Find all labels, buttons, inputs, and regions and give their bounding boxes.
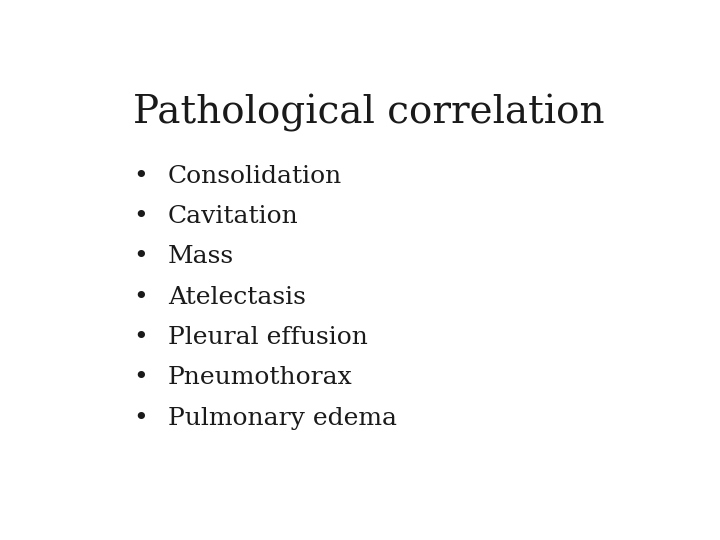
- Text: •: •: [133, 366, 148, 389]
- Text: Atelectasis: Atelectasis: [168, 286, 306, 308]
- Text: Cavitation: Cavitation: [168, 205, 299, 228]
- Text: Mass: Mass: [168, 245, 234, 268]
- Text: Consolidation: Consolidation: [168, 165, 343, 187]
- Text: Pulmonary edema: Pulmonary edema: [168, 407, 397, 430]
- Text: •: •: [133, 245, 148, 268]
- Text: Pathological correlation: Pathological correlation: [133, 94, 605, 132]
- Text: •: •: [133, 286, 148, 308]
- Text: •: •: [133, 165, 148, 187]
- Text: •: •: [133, 407, 148, 430]
- Text: Pleural effusion: Pleural effusion: [168, 326, 368, 349]
- Text: Pneumothorax: Pneumothorax: [168, 366, 353, 389]
- Text: •: •: [133, 326, 148, 349]
- Text: •: •: [133, 205, 148, 228]
